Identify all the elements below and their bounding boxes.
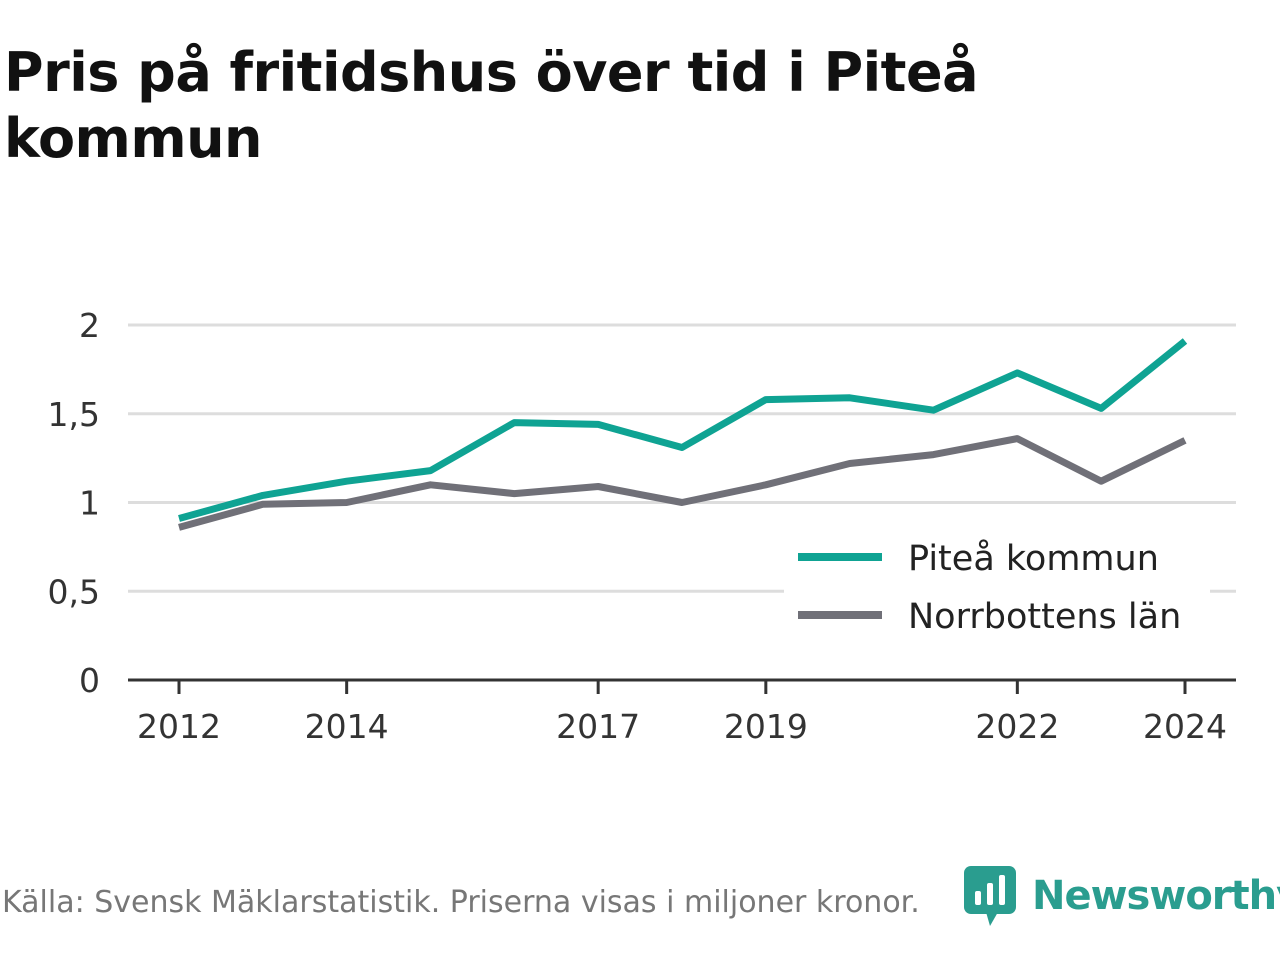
line-chart: 0 0,5 1 1,5 2 2012 2014 2017 2019 2022 2024 Piteå…: [48, 306, 1236, 746]
newsworthy-logo-icon: [964, 866, 1016, 926]
y-tick-label: 2: [79, 306, 100, 345]
x-axis: 2012 2014 2017 2019 2022 2024: [128, 678, 1236, 746]
source-note: Källa: Svensk Mäklarstatistik. Priserna …: [2, 885, 920, 920]
series-lines: [178, 338, 1188, 531]
x-tick-label: 2024: [1143, 707, 1227, 746]
legend-label: Piteå kommun: [908, 538, 1159, 579]
y-tick-label: 0,5: [48, 572, 100, 611]
x-tick-label: 2012: [137, 707, 221, 746]
legend-label: Norrbottens län: [908, 597, 1181, 637]
y-axis-tick-labels: 0 0,5 1 1,5 2: [48, 306, 100, 700]
series-line: [178, 435, 1187, 531]
y-tick-label: 1,5: [48, 395, 100, 434]
chart-title: Pris på fritidshus över tid i Piteå komm…: [4, 41, 979, 170]
legend-background: [784, 530, 1210, 650]
x-tick-label: 2014: [305, 707, 389, 746]
x-tick-label: 2022: [975, 707, 1059, 746]
legend: Piteå kommun Norrbottens län: [784, 530, 1210, 650]
y-tick-label: 0: [79, 661, 100, 700]
brand-name: Newsworthy: [1032, 873, 1280, 919]
x-tick-label: 2017: [556, 707, 640, 746]
x-tick-label: 2019: [724, 707, 808, 746]
brand-logo[interactable]: Newsworthy: [964, 864, 1280, 928]
series-line: [178, 338, 1188, 522]
y-tick-label: 1: [79, 484, 100, 523]
